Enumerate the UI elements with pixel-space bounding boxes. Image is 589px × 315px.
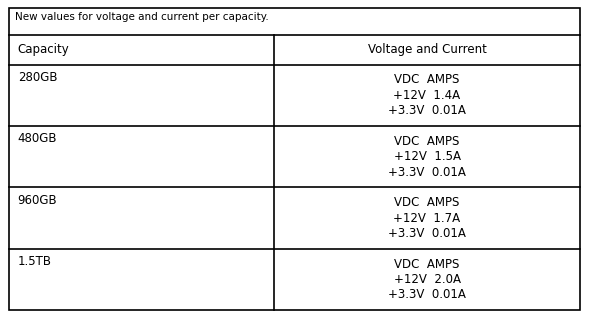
Text: +3.3V  0.01A: +3.3V 0.01A: [388, 104, 466, 117]
Text: 1.5TB: 1.5TB: [18, 255, 52, 268]
Text: +12V  1.5A: +12V 1.5A: [393, 150, 461, 163]
Text: +3.3V  0.01A: +3.3V 0.01A: [388, 166, 466, 179]
Text: +3.3V  0.01A: +3.3V 0.01A: [388, 289, 466, 301]
Text: 280GB: 280GB: [18, 71, 57, 84]
Text: VDC  AMPS: VDC AMPS: [395, 196, 459, 209]
Text: +12V  2.0A: +12V 2.0A: [393, 273, 461, 286]
Text: VDC  AMPS: VDC AMPS: [395, 73, 459, 86]
Text: New values for voltage and current per capacity.: New values for voltage and current per c…: [15, 12, 269, 22]
Text: 480GB: 480GB: [18, 132, 57, 145]
Text: 960GB: 960GB: [18, 194, 57, 207]
Text: VDC  AMPS: VDC AMPS: [395, 135, 459, 148]
Text: +3.3V  0.01A: +3.3V 0.01A: [388, 227, 466, 240]
Text: +12V  1.4A: +12V 1.4A: [393, 89, 461, 102]
Text: Voltage and Current: Voltage and Current: [368, 43, 487, 56]
Text: VDC  AMPS: VDC AMPS: [395, 258, 459, 271]
Text: +12V  1.7A: +12V 1.7A: [393, 212, 461, 225]
Text: Capacity: Capacity: [18, 43, 70, 56]
